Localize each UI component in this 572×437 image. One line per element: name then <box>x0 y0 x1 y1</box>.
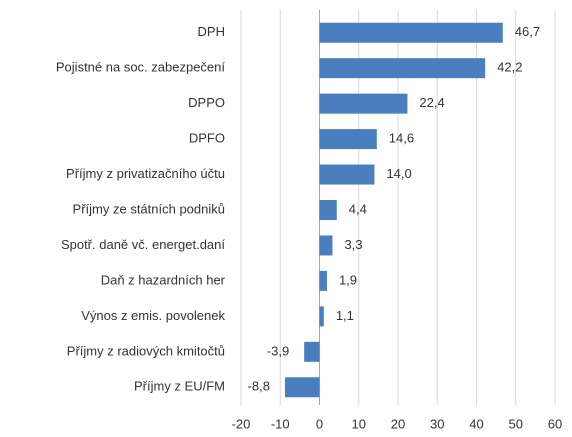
x-tick-label: -10 <box>271 416 290 431</box>
bar <box>319 22 503 43</box>
x-tick-label: 30 <box>430 416 444 431</box>
category-label: DPH <box>198 24 225 39</box>
x-tick-label: 20 <box>391 416 405 431</box>
category-label: Příjmy z radiových kmitočtů <box>67 343 225 358</box>
value-label: 1,1 <box>336 308 354 323</box>
category-label: DPFO <box>189 131 225 146</box>
value-label: 42,2 <box>497 60 522 75</box>
category-label: Výnos z emis. povolenek <box>81 308 225 323</box>
x-tick-label: 60 <box>548 416 562 431</box>
x-tick-label: -20 <box>232 416 251 431</box>
bar <box>319 58 486 79</box>
x-tick-label: 0 <box>316 416 323 431</box>
category-label: Příjmy ze státních podniků <box>73 201 225 216</box>
category-label: Příjmy z EU/FM <box>134 379 225 394</box>
x-tick-label: 10 <box>352 416 366 431</box>
value-label: -8,8 <box>248 379 270 394</box>
value-label: 46,7 <box>515 24 540 39</box>
x-tick-label: 50 <box>509 416 523 431</box>
value-label: 3,3 <box>344 237 362 252</box>
value-label: -3,9 <box>267 343 289 358</box>
value-label: 14,0 <box>386 166 411 181</box>
x-tick-label: 40 <box>469 416 483 431</box>
value-label: 22,4 <box>419 95 444 110</box>
value-label: 14,6 <box>389 131 414 146</box>
bar <box>319 235 333 256</box>
value-label: 4,4 <box>349 201 367 216</box>
bar <box>319 129 377 150</box>
category-label: Spotř. daně vč. energet.daní <box>61 237 225 252</box>
category-label: Pojistné na soc. zabezpečení <box>56 60 225 75</box>
bar <box>319 93 408 114</box>
value-label: 1,9 <box>339 272 357 287</box>
bar <box>304 341 320 362</box>
bar <box>284 377 320 398</box>
category-label: Daň z hazardních her <box>101 272 226 287</box>
bar <box>319 306 324 327</box>
bar <box>319 164 375 185</box>
category-label: DPPO <box>188 95 225 110</box>
bar <box>319 200 337 220</box>
category-label: Příjmy z privatizačního účtu <box>66 166 225 181</box>
bar <box>319 270 327 291</box>
